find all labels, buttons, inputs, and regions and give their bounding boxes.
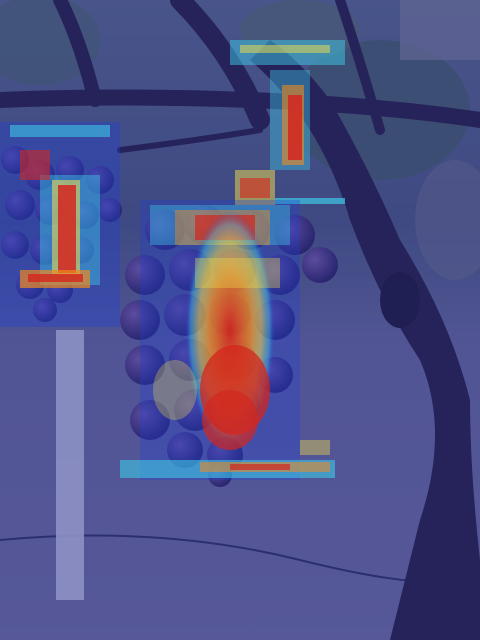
vine-trunk <box>250 40 480 640</box>
support-post <box>56 330 84 600</box>
trunk-knot <box>380 272 420 328</box>
heatmap-main <box>120 200 335 480</box>
heatmap-left <box>0 122 120 327</box>
vine-branches <box>0 0 480 153</box>
heatmap-stem <box>230 40 345 205</box>
